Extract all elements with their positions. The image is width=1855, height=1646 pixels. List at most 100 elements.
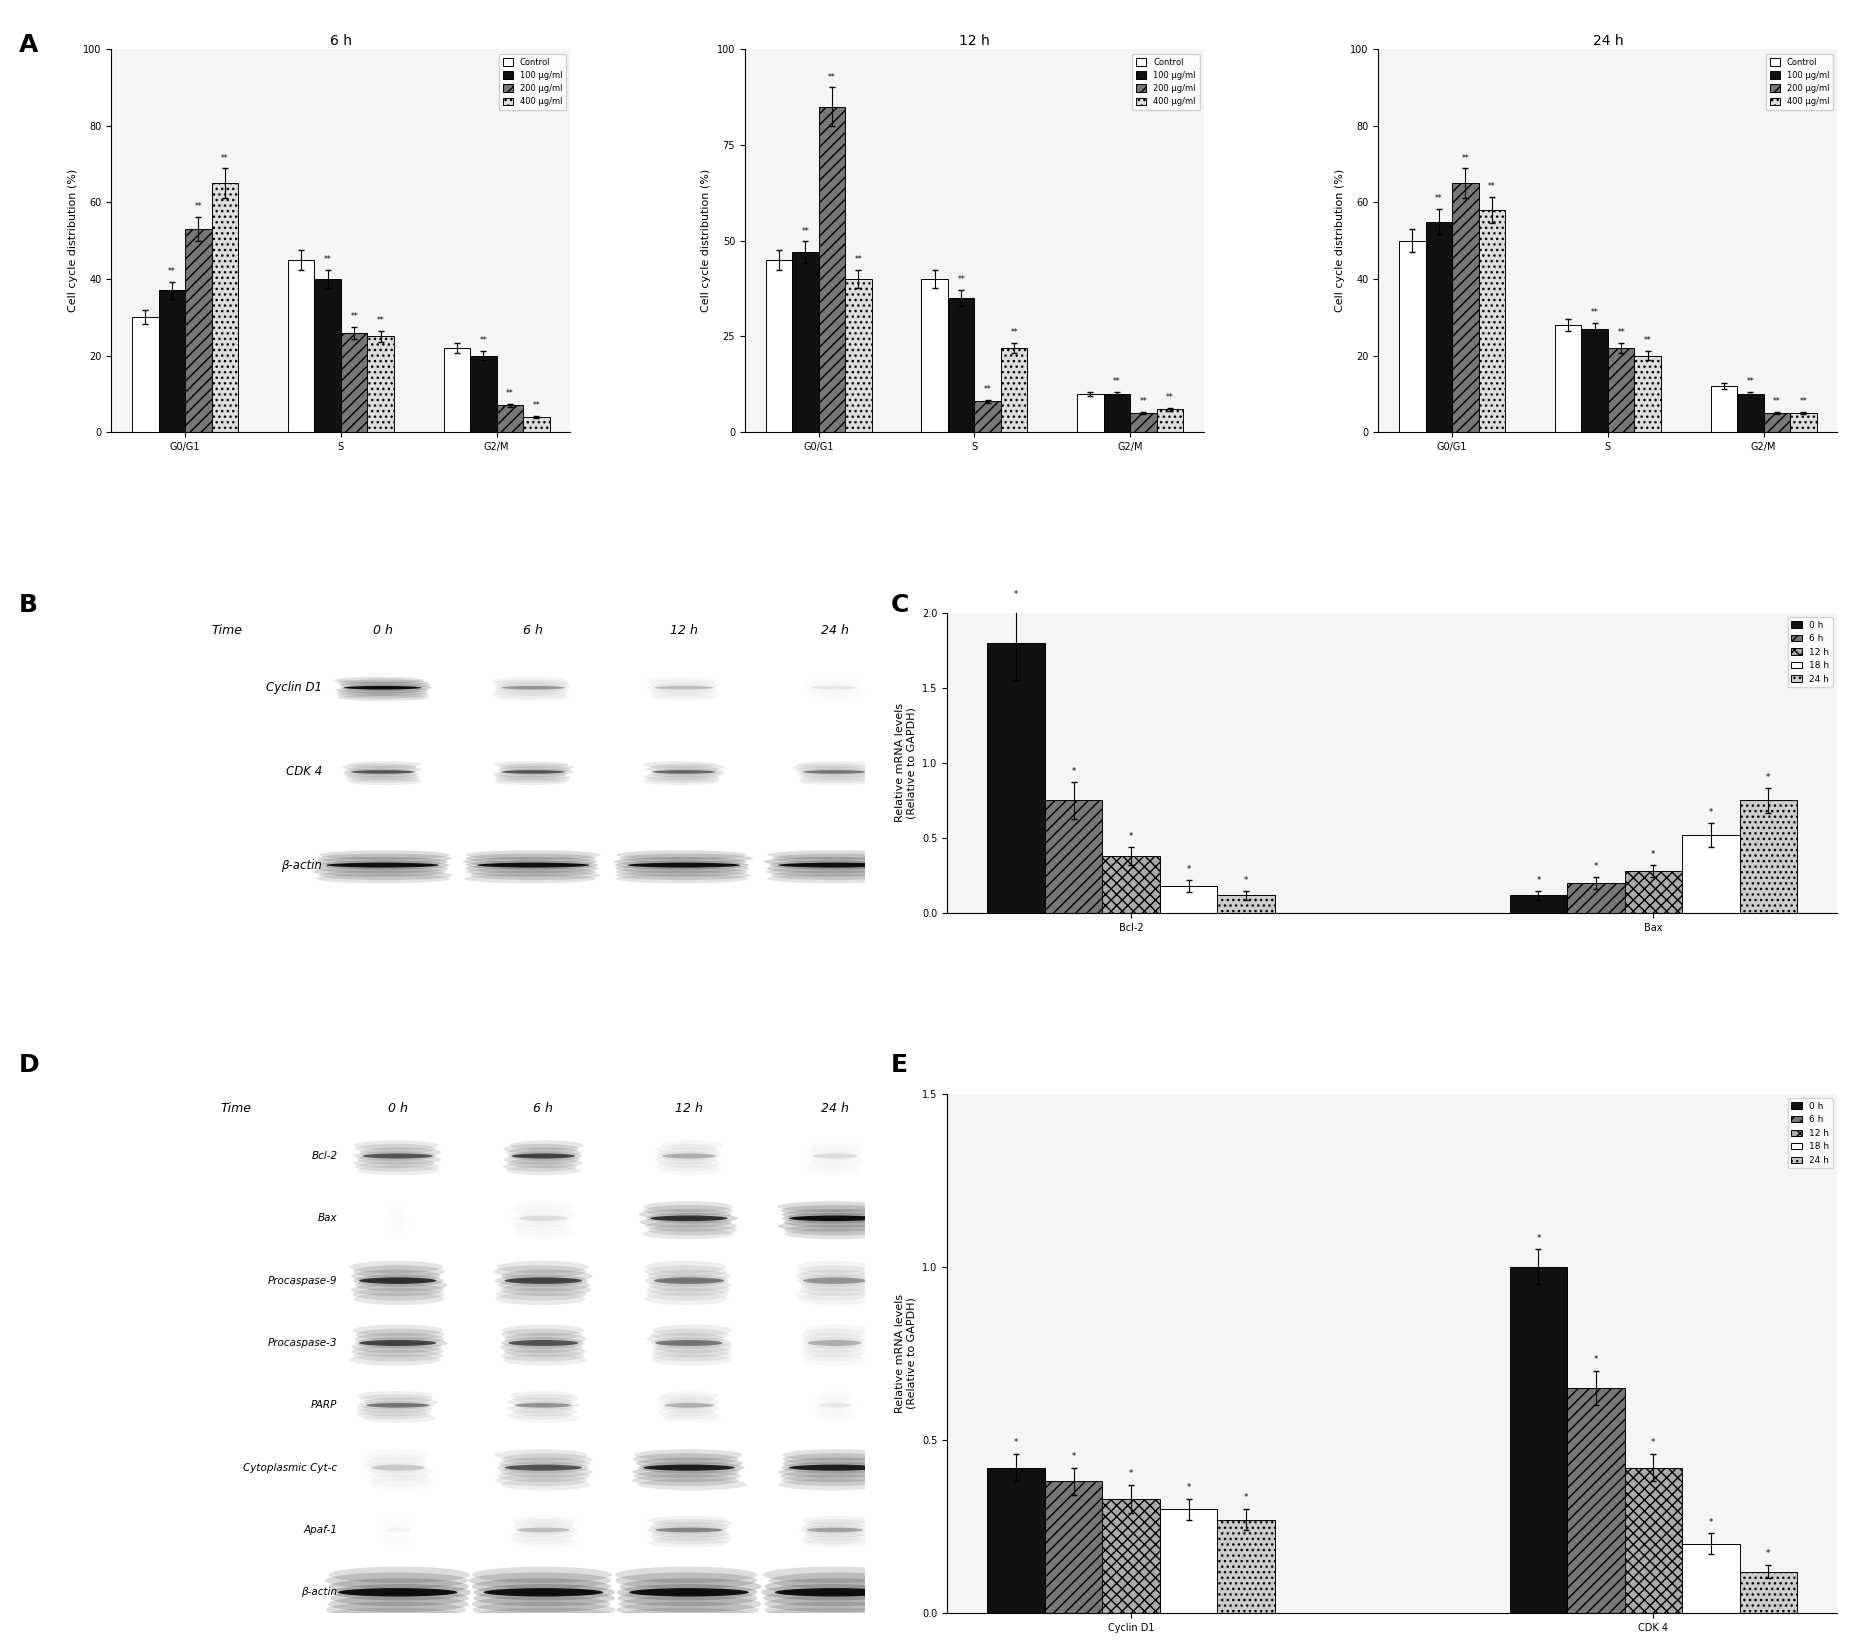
Text: 24 h: 24 h — [820, 624, 848, 637]
Bar — [974, 402, 1000, 433]
Ellipse shape — [803, 1519, 870, 1527]
Ellipse shape — [512, 1407, 577, 1416]
Ellipse shape — [505, 1465, 582, 1470]
Text: Bax: Bax — [317, 1213, 338, 1223]
Bar — [1217, 895, 1274, 914]
Ellipse shape — [365, 1402, 429, 1407]
Ellipse shape — [508, 1151, 581, 1160]
Bar — [1738, 800, 1796, 914]
Ellipse shape — [352, 1341, 441, 1353]
Ellipse shape — [354, 1333, 443, 1345]
Ellipse shape — [614, 858, 746, 866]
Ellipse shape — [497, 1279, 590, 1292]
Ellipse shape — [664, 1402, 714, 1407]
Ellipse shape — [800, 1350, 863, 1361]
Ellipse shape — [317, 861, 449, 869]
Text: B: B — [19, 593, 37, 617]
Ellipse shape — [492, 677, 568, 683]
Ellipse shape — [351, 1345, 443, 1358]
Ellipse shape — [646, 1333, 723, 1345]
Ellipse shape — [369, 1467, 432, 1478]
Ellipse shape — [647, 1269, 729, 1282]
Ellipse shape — [319, 871, 453, 881]
Ellipse shape — [803, 770, 866, 774]
Ellipse shape — [659, 1401, 718, 1411]
Ellipse shape — [649, 681, 720, 688]
Ellipse shape — [649, 764, 725, 770]
Ellipse shape — [618, 1597, 761, 1611]
Ellipse shape — [807, 1527, 863, 1532]
Title: 12 h: 12 h — [959, 35, 989, 48]
Ellipse shape — [634, 1470, 740, 1481]
Ellipse shape — [495, 681, 569, 688]
Ellipse shape — [620, 854, 753, 863]
Ellipse shape — [352, 1325, 443, 1337]
Ellipse shape — [473, 1608, 616, 1625]
Ellipse shape — [796, 760, 870, 769]
Ellipse shape — [805, 685, 857, 691]
Ellipse shape — [614, 861, 749, 869]
Ellipse shape — [766, 874, 902, 884]
Ellipse shape — [783, 1457, 890, 1470]
Ellipse shape — [501, 1453, 592, 1465]
Ellipse shape — [798, 769, 874, 775]
Ellipse shape — [616, 864, 749, 874]
Ellipse shape — [762, 1590, 905, 1606]
Bar — [1634, 356, 1660, 433]
Ellipse shape — [788, 1215, 879, 1221]
Text: **: ** — [1746, 377, 1753, 385]
Ellipse shape — [495, 774, 569, 780]
Ellipse shape — [493, 779, 568, 785]
Ellipse shape — [497, 1470, 590, 1481]
Ellipse shape — [354, 1337, 447, 1348]
Bar — [1566, 884, 1623, 914]
Ellipse shape — [501, 1478, 590, 1490]
Ellipse shape — [781, 1205, 890, 1216]
Ellipse shape — [492, 770, 566, 779]
Text: Cytoplasmic Cyt-c: Cytoplasmic Cyt-c — [243, 1463, 338, 1473]
Ellipse shape — [506, 1147, 581, 1157]
Text: *: * — [1070, 1452, 1076, 1460]
Ellipse shape — [495, 685, 569, 691]
Ellipse shape — [766, 867, 900, 877]
Bar — [469, 356, 497, 433]
Ellipse shape — [646, 686, 716, 693]
Ellipse shape — [364, 1453, 425, 1465]
Text: β-actin: β-actin — [282, 859, 323, 872]
Text: **: ** — [506, 388, 514, 398]
Ellipse shape — [651, 770, 716, 774]
Ellipse shape — [800, 1284, 874, 1295]
Ellipse shape — [466, 851, 601, 859]
Text: CDK 4: CDK 4 — [286, 765, 323, 779]
Bar — [1736, 393, 1762, 433]
Bar — [844, 280, 872, 433]
Ellipse shape — [495, 1448, 588, 1462]
Bar — [1762, 413, 1788, 433]
Ellipse shape — [638, 1478, 746, 1490]
Ellipse shape — [800, 779, 874, 785]
Ellipse shape — [328, 1597, 469, 1611]
Ellipse shape — [801, 1328, 864, 1340]
Ellipse shape — [651, 1529, 729, 1537]
Text: **: ** — [532, 402, 540, 410]
Ellipse shape — [356, 1165, 440, 1175]
Ellipse shape — [512, 1394, 579, 1404]
Ellipse shape — [803, 1277, 866, 1284]
Ellipse shape — [492, 691, 566, 698]
Ellipse shape — [506, 1404, 573, 1414]
Ellipse shape — [497, 765, 571, 774]
Ellipse shape — [646, 1213, 738, 1223]
Ellipse shape — [794, 764, 868, 770]
Ellipse shape — [510, 1141, 584, 1151]
Text: Bcl-2: Bcl-2 — [312, 1151, 338, 1160]
Text: **: ** — [1616, 328, 1625, 337]
Text: *: * — [1651, 849, 1655, 859]
Ellipse shape — [616, 1602, 759, 1618]
Ellipse shape — [512, 1536, 573, 1544]
Ellipse shape — [518, 1208, 575, 1220]
Ellipse shape — [657, 1147, 720, 1157]
Text: *: * — [1185, 1483, 1191, 1491]
Bar — [313, 280, 341, 433]
Ellipse shape — [662, 1154, 716, 1159]
Ellipse shape — [803, 1325, 868, 1337]
